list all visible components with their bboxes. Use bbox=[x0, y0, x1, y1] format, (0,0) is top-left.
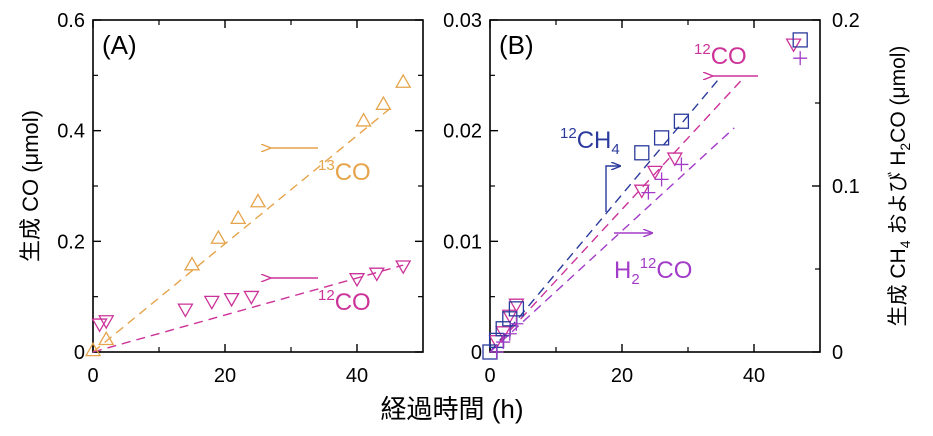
data-point bbox=[98, 330, 115, 346]
ylabel-right-sub2: 2 bbox=[897, 143, 913, 151]
y-right-tick-label: 0.1 bbox=[832, 176, 860, 198]
panel-a-ticks: 0 20 40 0 0.2 0.4 0.6 bbox=[57, 10, 423, 387]
data-point bbox=[654, 172, 669, 187]
arrow-12ch4 bbox=[605, 166, 620, 212]
data-point bbox=[395, 73, 412, 88]
data-point bbox=[633, 184, 650, 199]
data-point bbox=[348, 273, 366, 288]
fit-line bbox=[92, 264, 404, 353]
data-point bbox=[666, 152, 683, 167]
y-tick-label: 0 bbox=[74, 342, 85, 364]
data-point bbox=[249, 193, 267, 208]
label-13co-main: CO bbox=[335, 159, 371, 186]
data-point bbox=[673, 113, 690, 129]
fit-line bbox=[489, 75, 722, 353]
data-point bbox=[355, 112, 372, 127]
ylabel-right-pre: 生成 CH bbox=[887, 248, 910, 326]
label-h2-12co-main: 12 bbox=[640, 255, 657, 272]
label-12co-a-main: CO bbox=[335, 289, 371, 316]
panel-b-label: (B) bbox=[499, 30, 534, 60]
panel-b-fit-lines bbox=[489, 75, 742, 353]
data-point bbox=[646, 165, 664, 180]
label-12co-b-main: CO bbox=[711, 43, 747, 70]
y-tick-label: 0 bbox=[471, 342, 482, 364]
fit-line bbox=[489, 127, 735, 353]
ylabel-right-sub: 4 bbox=[897, 240, 913, 248]
data-point bbox=[634, 145, 650, 161]
data-point bbox=[223, 292, 240, 308]
y-tick-label: 0.03 bbox=[443, 10, 482, 32]
data-point bbox=[203, 295, 220, 310]
y-tick-label: 0.2 bbox=[57, 231, 85, 253]
y-tick-label: 0.4 bbox=[57, 121, 85, 143]
panel-a-ylabel: 生成 CO (μmol) bbox=[18, 110, 43, 262]
data-point bbox=[230, 209, 247, 224]
label-12ch4-pre: 12 bbox=[560, 125, 577, 142]
data-point bbox=[210, 229, 227, 244]
panel-b-ylabel-right: 生成 CH4 および H2CO (μmol) bbox=[887, 46, 913, 327]
y-tick-label: 0.02 bbox=[443, 121, 482, 143]
label-h2-12co-pre: H bbox=[614, 257, 631, 284]
panel-b-frame bbox=[489, 19, 821, 353]
x-tick-label: 0 bbox=[87, 365, 98, 387]
data-point bbox=[98, 315, 115, 330]
x-tick-label: 0 bbox=[484, 365, 495, 387]
label-12ch4-main: CH bbox=[577, 127, 612, 154]
x-tick-label: 20 bbox=[611, 365, 633, 387]
data-point bbox=[792, 32, 808, 48]
y-tick-label: 0.6 bbox=[57, 10, 85, 32]
x-tick-label: 40 bbox=[346, 365, 368, 387]
fit-line bbox=[92, 107, 391, 353]
x-axis-label: 経過時間 (h) bbox=[380, 394, 523, 424]
data-point bbox=[496, 335, 511, 350]
fit-line bbox=[489, 80, 742, 353]
data-point bbox=[502, 326, 517, 341]
label-12ch4-sub: 4 bbox=[611, 141, 619, 158]
label-12ch4: 12CH4 bbox=[560, 125, 620, 158]
label-12co-a: 12CO bbox=[318, 287, 371, 316]
panel-a-frame bbox=[92, 19, 424, 353]
y-right-tick-label: 0 bbox=[832, 342, 843, 364]
data-point bbox=[793, 51, 808, 66]
panel-a-label: (A) bbox=[102, 30, 137, 60]
x-tick-label: 40 bbox=[743, 365, 765, 387]
x-tick-label: 20 bbox=[214, 365, 236, 387]
label-h2-12co-post: CO bbox=[656, 257, 692, 284]
data-point bbox=[91, 318, 108, 333]
data-point bbox=[641, 185, 656, 200]
data-point bbox=[674, 157, 689, 172]
data-point bbox=[177, 303, 194, 318]
label-13co: 13CO bbox=[318, 157, 371, 186]
data-point bbox=[395, 260, 412, 275]
data-point bbox=[653, 130, 670, 146]
label-h2-12co: H212CO bbox=[614, 255, 692, 288]
ylabel-right-post: CO (μmol) bbox=[887, 46, 910, 143]
label-13co-pre: 13 bbox=[318, 157, 335, 174]
panel-b-ticks: 0 20 40 0 0.01 0.02 0.03 0 0.1 0.2 bbox=[443, 10, 860, 387]
data-point bbox=[243, 290, 260, 305]
label-12co-b: 12CO bbox=[694, 41, 747, 70]
panel-a-points bbox=[84, 73, 412, 357]
data-point bbox=[508, 301, 525, 317]
label-12co-b-pre: 12 bbox=[694, 41, 711, 58]
data-point bbox=[375, 95, 392, 111]
data-point bbox=[489, 345, 504, 359]
panel-a-fit-lines bbox=[92, 107, 404, 353]
panel-b-points bbox=[482, 32, 808, 360]
data-point bbox=[509, 316, 524, 331]
label-12co-a-pre: 12 bbox=[318, 287, 335, 304]
y-tick-label: 0.01 bbox=[443, 231, 482, 253]
data-point bbox=[508, 298, 525, 313]
data-point bbox=[368, 267, 385, 282]
ylabel-right-mid: および H bbox=[887, 151, 910, 241]
data-point bbox=[183, 256, 201, 271]
data-point bbox=[84, 342, 102, 357]
y-right-tick-label: 0.2 bbox=[832, 10, 860, 32]
label-h2-12co-sub: 2 bbox=[631, 271, 639, 288]
